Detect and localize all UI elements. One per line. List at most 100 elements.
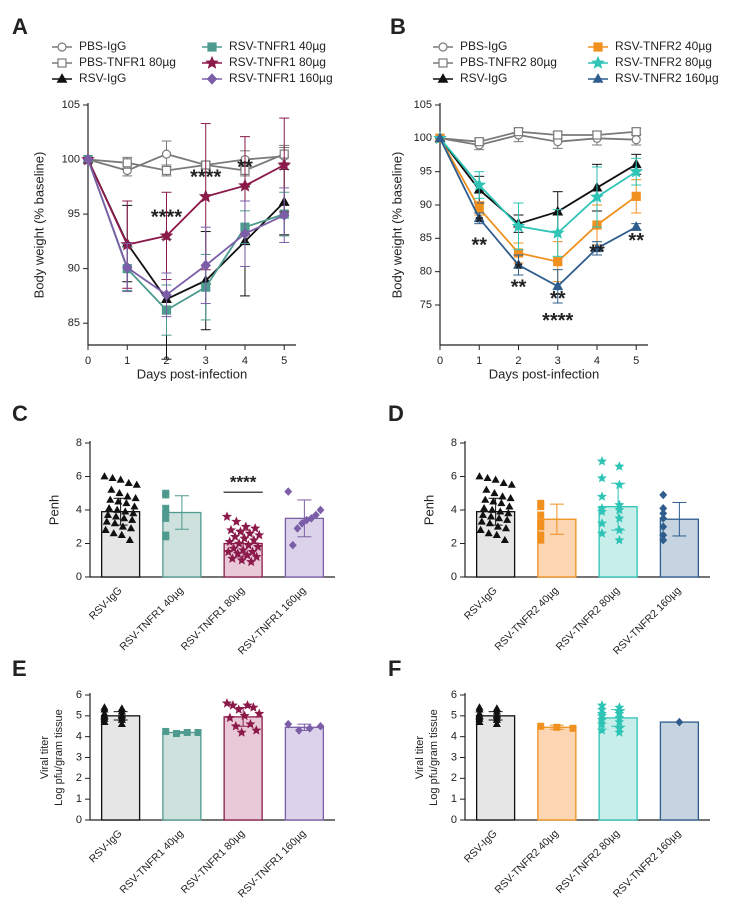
marker [493,522,502,530]
marker [476,525,485,533]
marker [244,528,255,538]
marker [251,551,262,562]
y-tick-label: 4 [451,731,457,743]
series-line [439,137,637,288]
x-tick-label: RSV-TNFR2 40µg [492,827,561,896]
marker [100,472,109,480]
marker [513,127,524,137]
marker [592,130,602,140]
series-line [439,137,637,263]
legend-label: RSV-IgG [460,71,507,85]
x-tick-label: RSV-TNFR2 80µg [554,827,623,896]
marker [484,529,493,537]
y-tick-label: 95 [68,208,80,220]
error-bar [672,501,687,537]
annotation: **** [542,310,573,332]
marker [495,514,504,522]
marker [224,536,235,547]
marker [478,510,487,518]
marker [483,473,492,482]
x-tick-label: 5 [281,355,287,367]
legend-label: RSV-TNFR2 80µg [615,55,712,69]
annotation: ** [471,235,487,257]
series-line [87,159,285,296]
marker [172,730,180,738]
marker [250,523,261,533]
y-tick-label: 4 [451,504,457,516]
y-tick-label: 105 [62,99,80,111]
marker [513,259,524,269]
marker [499,478,508,487]
y-tick-label: 4 [76,731,82,743]
marker [239,710,250,721]
marker [226,524,237,535]
y-tick-label: 90 [68,263,80,275]
marker [124,478,133,487]
x-tick-label: 2 [515,355,521,367]
marker [221,511,232,521]
y-axis-label: Penh [421,495,436,525]
x-axis-label: Days post-infection [137,366,248,381]
annotation: ** [628,230,644,252]
x-tick-label: 4 [594,355,600,367]
marker [596,506,607,516]
marker [206,73,218,85]
y-tick-label: 2 [451,772,457,784]
y-tick-label: 0 [451,814,457,826]
marker [537,523,545,531]
marker [293,524,302,533]
annotation: ** [550,288,566,310]
marker [482,485,491,493]
marker [243,539,254,550]
marker [246,556,257,567]
marker [501,524,511,532]
panel-label: D [388,401,404,426]
marker [507,480,516,488]
series-line [87,159,285,246]
marker [221,698,232,708]
marker [111,512,121,520]
annotation: * [475,212,483,234]
marker [500,535,509,544]
marker [110,519,119,527]
x-tick-label: RSV-TNFR1 160µg [236,827,309,900]
panel-label: E [12,656,27,681]
marker [105,504,114,512]
x-tick-label: RSV-TNFR2 160µg [611,827,684,900]
y-axis-label: Body weight (% baseline) [31,152,46,299]
marker [242,549,253,560]
marker [511,219,526,233]
bar [284,726,325,821]
x-tick-label: RSV-TNFR1 160µg [236,584,309,657]
marker [614,461,625,471]
panel-label: A [12,14,28,39]
legend-label: RSV-TNFR2 40µg [615,39,712,53]
marker [614,524,625,535]
y-tick-label: 0 [76,814,82,826]
y-tick-label: 6 [76,689,82,701]
marker [631,191,641,201]
series-line [439,134,637,146]
y-tick-label: 2 [76,772,82,784]
marker [295,726,303,735]
marker [101,525,110,533]
marker [238,544,249,555]
marker [248,534,259,545]
marker [239,228,251,240]
marker [490,488,499,497]
y-tick-label: 80 [420,266,432,278]
legend-label: RSV-TNFR1 80µg [229,55,326,69]
y-axis-label: Penh [46,495,61,525]
marker [438,58,448,68]
marker [477,517,486,525]
marker [162,533,170,541]
marker [492,719,501,728]
marker [473,212,485,223]
marker [553,130,563,140]
marker [485,519,494,527]
marker [125,535,134,544]
marker [207,42,217,52]
marker [232,548,243,558]
marker [437,73,449,83]
legend-label: PBS-TNFR1 80µg [79,55,176,69]
